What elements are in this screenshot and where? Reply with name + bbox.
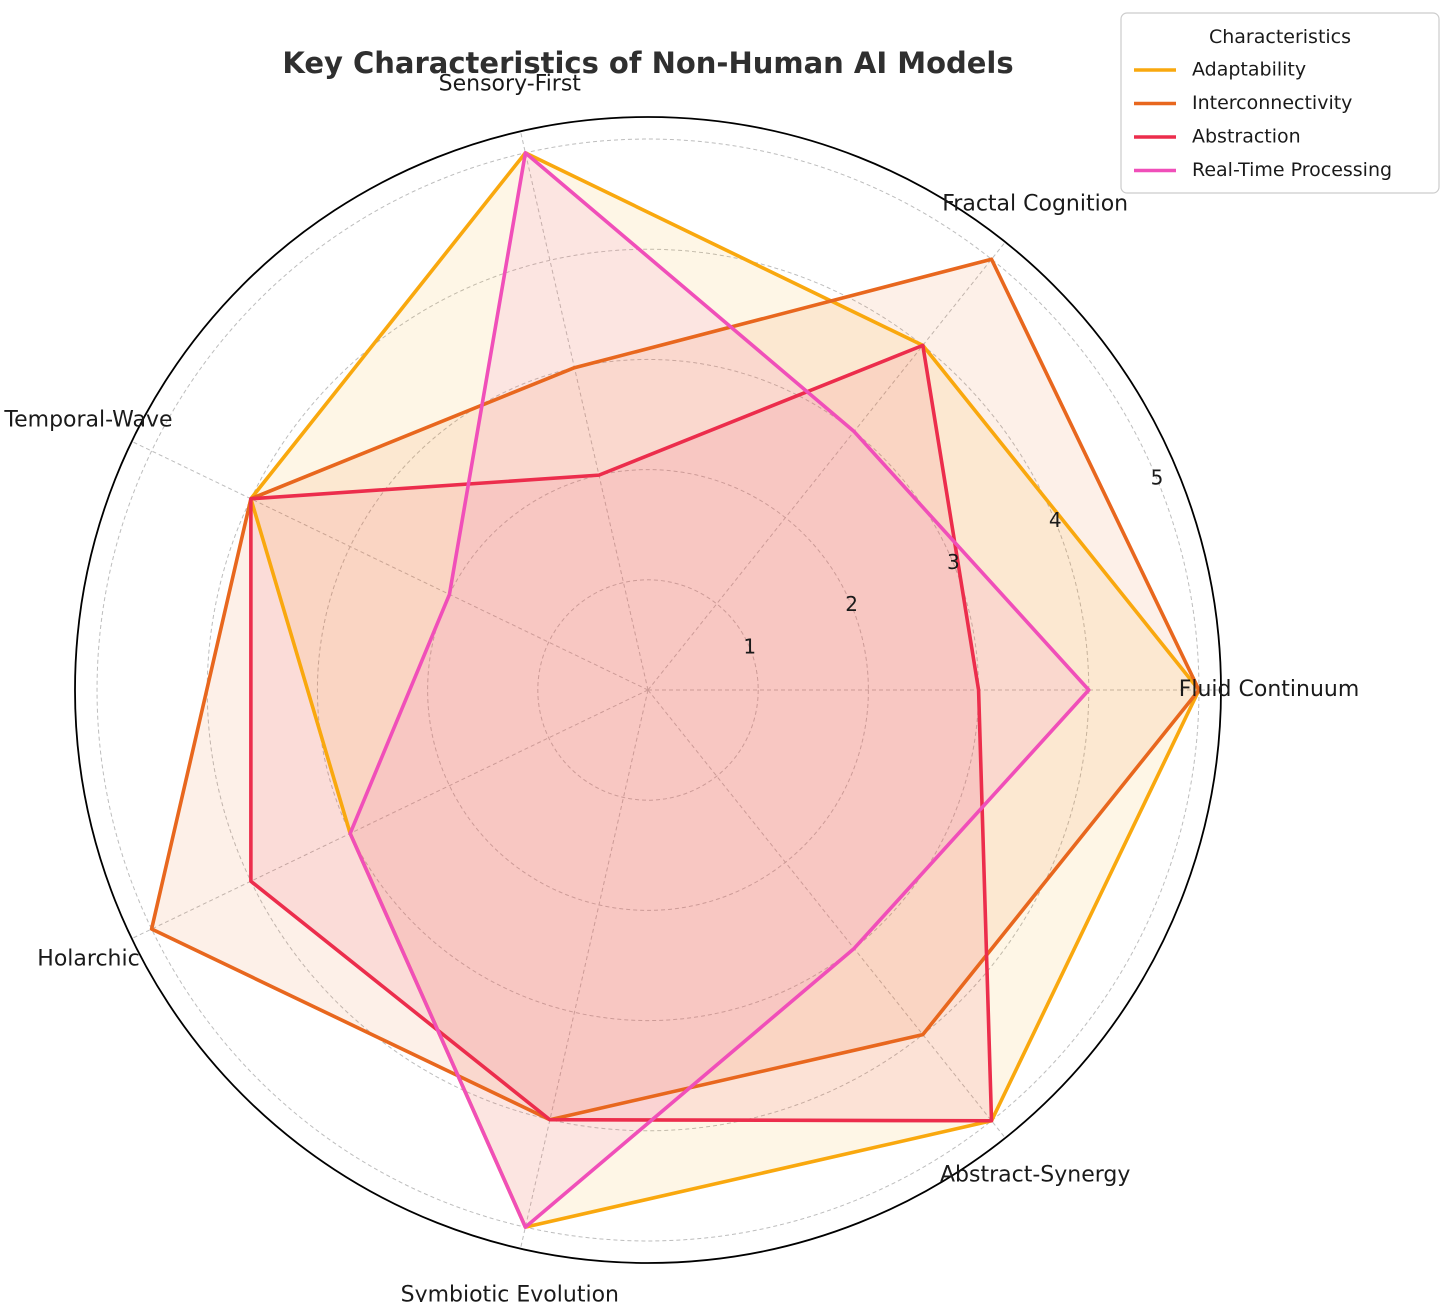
category-label-5: Holarchic <box>37 946 139 971</box>
category-label-1: Fluid Continuum <box>1179 677 1360 702</box>
spoke-3 <box>520 131 649 691</box>
series-line-3 <box>249 343 994 1123</box>
series-line-4 <box>348 151 1091 1229</box>
rtick-label-1: 1 <box>743 634 756 658</box>
outer-frame <box>74 116 1222 1264</box>
spoke-6 <box>520 689 649 1249</box>
category-label-4: Temporal-Wave <box>3 408 172 433</box>
legend-label-4: Real-Time Processing <box>1192 159 1392 181</box>
chart-title: Key Characteristics of Non-Human AI Mode… <box>282 46 1013 80</box>
category-labels: Fluid Continuum Fractal Cognition Sensory-… <box>3 72 1359 1302</box>
radial-tick-labels: 1 2 3 4 5 <box>743 466 1163 659</box>
legend-frame <box>1120 12 1440 194</box>
series-line-2 <box>149 257 1201 1122</box>
rtick-label-2: 2 <box>845 592 858 616</box>
category-label-3: Sensory-First <box>439 72 582 97</box>
series-fill-4 <box>350 152 1089 1228</box>
category-label-2: Fractal Cognition <box>942 192 1128 217</box>
series-layer <box>149 151 1201 1229</box>
category-label-7: Abstract-Synergy <box>940 1163 1130 1188</box>
legend-label-1: Adaptability <box>1192 59 1306 81</box>
rtick-label-5: 5 <box>1151 466 1164 490</box>
grid-ring-1 <box>537 579 759 801</box>
series-fill-2 <box>151 259 1199 1120</box>
category-label-6: Symbiotic Evolution <box>401 1282 619 1302</box>
legend: Characteristics Adaptability Interconnect… <box>1120 12 1440 194</box>
spoke-7 <box>647 689 1006 1139</box>
series-fill-3 <box>250 345 992 1121</box>
spoke-4 <box>131 440 649 691</box>
spoke-5 <box>131 689 649 940</box>
rtick-label-4: 4 <box>1049 508 1062 532</box>
legend-label-2: Interconnectivity <box>1192 92 1352 114</box>
legend-title: Characteristics <box>1209 26 1351 48</box>
series-fill-1 <box>250 152 1199 1228</box>
series-line-1 <box>249 151 1201 1229</box>
spoke-2 <box>647 241 1006 691</box>
rtick-label-3: 3 <box>947 550 960 574</box>
legend-label-3: Abstraction <box>1192 126 1301 148</box>
